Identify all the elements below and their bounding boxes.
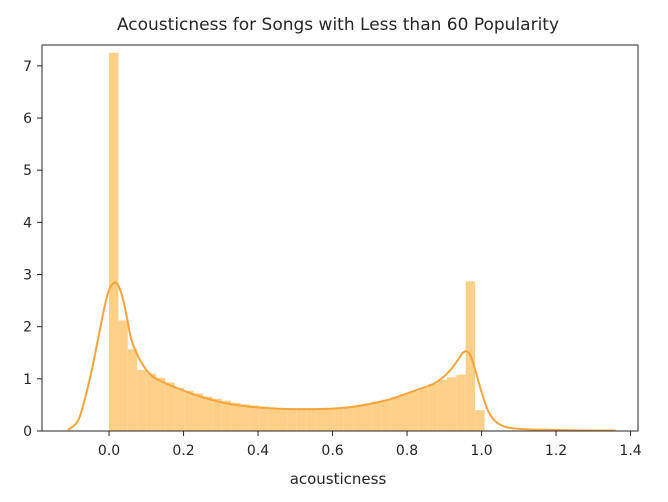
x-tick-label: 1.2 (545, 443, 567, 459)
histogram-bar-13 (231, 402, 241, 431)
histogram-bar-1 (118, 320, 128, 431)
histogram-bar-22 (315, 408, 325, 431)
y-tick-label: 7 (23, 59, 32, 75)
x-tick-label: 1.4 (619, 443, 641, 459)
histogram-bars (109, 52, 485, 431)
histogram-bar-14 (240, 404, 250, 431)
x-axis-label: acousticness (290, 470, 387, 488)
histogram-bar-17 (268, 407, 279, 431)
histogram-bar-16 (259, 406, 269, 431)
histogram-bar-35 (437, 379, 447, 431)
histogram-bar-11 (212, 398, 222, 431)
x-tick-label: 0.8 (396, 443, 418, 459)
x-axis-ticks: 0.0 0.2 0.4 0.6 0.8 1.0 1.2 1.4 (98, 431, 642, 459)
histogram-bar-4 (146, 373, 156, 431)
histogram-bar-19 (287, 408, 297, 431)
y-tick-label: 3 (23, 268, 32, 284)
y-tick-label: 1 (23, 372, 32, 388)
y-tick-label: 2 (23, 320, 32, 336)
kde-line (67, 281, 616, 432)
histogram-bar-24 (334, 408, 344, 431)
histogram-bar-39 (475, 410, 485, 431)
y-tick-label: 0 (23, 424, 32, 440)
histogram-bar-8 (184, 390, 194, 431)
x-tick-label: 0.6 (321, 443, 343, 459)
histogram-bar-25 (343, 407, 354, 431)
x-tick-label: 1.0 (470, 443, 492, 459)
x-tick-label: 0.0 (98, 443, 120, 459)
histogram-bar-29 (381, 399, 391, 431)
histogram-bar-12 (221, 400, 232, 431)
x-tick-label: 0.4 (247, 443, 269, 459)
histogram-bar-26 (353, 405, 363, 431)
histogram-bar-31 (400, 393, 410, 431)
histogram-bar-27 (362, 403, 372, 431)
histogram-bar-20 (296, 408, 307, 431)
histogram-bar-30 (390, 397, 401, 431)
y-tick-label: 4 (23, 215, 32, 231)
histogram-bar-21 (306, 409, 316, 431)
plot-frame (41, 44, 639, 432)
histogram-bar-18 (278, 408, 288, 431)
histogram-bar-3 (137, 369, 147, 431)
x-tick-label: 0.2 (172, 443, 194, 459)
histogram-bar-37 (456, 374, 466, 431)
y-axis-ticks: 0 1 2 3 4 5 6 7 (23, 59, 42, 440)
histogram-bar-10 (202, 396, 213, 431)
histogram-bar-32 (409, 391, 419, 431)
histogram-bar-23 (324, 408, 335, 431)
histogram-bar-0 (109, 52, 119, 431)
histogram-bar-9 (193, 393, 203, 431)
y-tick-label: 6 (23, 111, 32, 127)
chart-title: Acousticness for Songs with Less than 60… (117, 15, 559, 35)
histogram-bar-15 (249, 405, 260, 431)
histogram-bar-6 (165, 382, 175, 431)
y-tick-label: 5 (23, 163, 32, 179)
kde-curve-layer (67, 281, 616, 432)
histogram-bar-33 (418, 388, 429, 431)
histogram-bar-34 (428, 384, 438, 431)
histogram-bar-7 (174, 387, 185, 431)
histogram-bar-28 (371, 401, 382, 431)
histogram-bar-5 (155, 377, 166, 431)
histogram-bar-36 (446, 377, 457, 431)
histogram-bar-2 (127, 349, 138, 431)
